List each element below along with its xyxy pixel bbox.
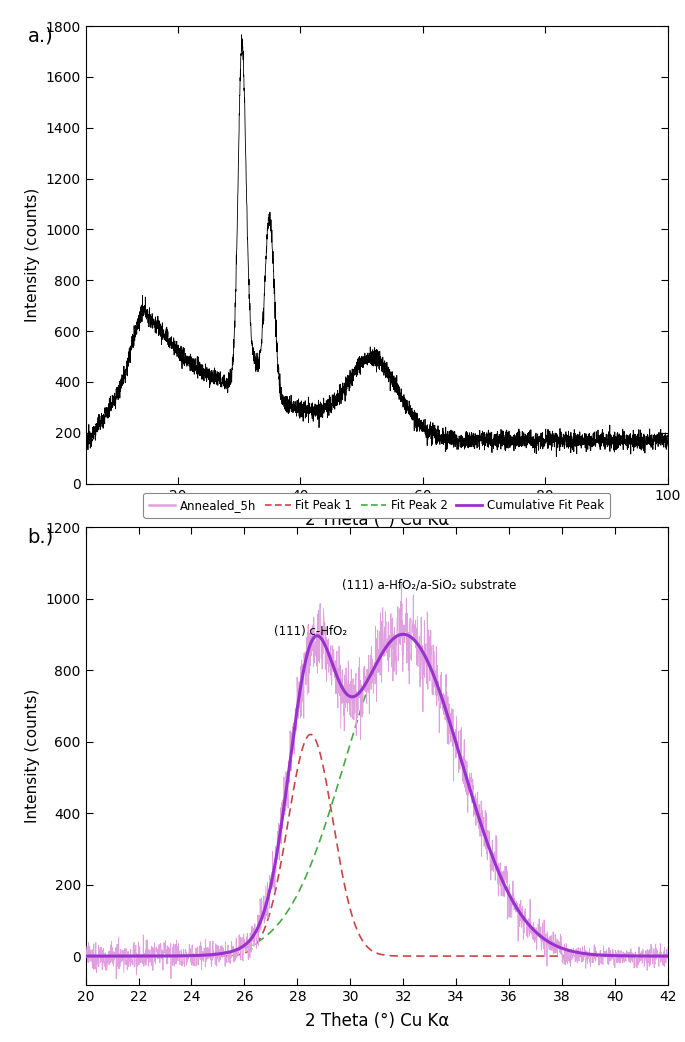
X-axis label: 2 Theta (°) Cu Kα: 2 Theta (°) Cu Kα [305, 1012, 449, 1029]
Y-axis label: Intensity (counts): Intensity (counts) [25, 188, 40, 322]
X-axis label: 2 Theta (°) Cu Kα: 2 Theta (°) Cu Kα [305, 511, 449, 529]
Text: (111) a-HfO₂/a-SiO₂ substrate: (111) a-HfO₂/a-SiO₂ substrate [342, 578, 517, 592]
Text: a.): a.) [27, 26, 53, 45]
Legend: Annealed_5h, Fit Peak 1, Fit Peak 2, Cumulative Fit Peak: Annealed_5h, Fit Peak 1, Fit Peak 2, Cum… [143, 493, 610, 518]
Text: (111) c-HfO₂: (111) c-HfO₂ [274, 625, 347, 638]
Text: b.): b.) [27, 527, 53, 546]
Y-axis label: Intensity (counts): Intensity (counts) [25, 689, 40, 823]
